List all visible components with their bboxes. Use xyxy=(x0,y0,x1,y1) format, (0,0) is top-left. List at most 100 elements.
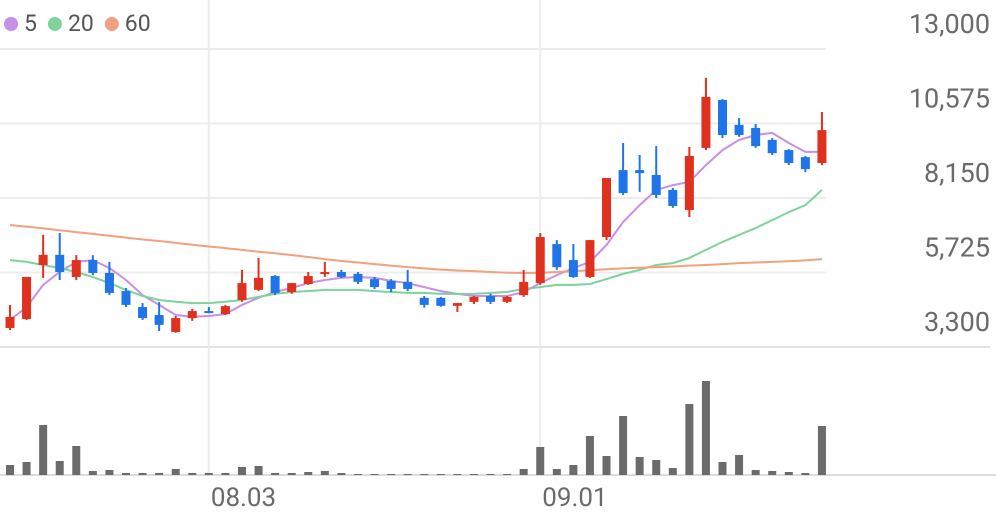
volume-bar xyxy=(387,474,396,475)
candle xyxy=(535,233,545,285)
volume-bar xyxy=(469,474,478,475)
candle xyxy=(718,99,728,139)
volume-bar xyxy=(138,473,147,475)
candle-body xyxy=(784,150,794,163)
volume-bar xyxy=(751,470,760,475)
volume-bar xyxy=(718,462,727,475)
volume-bar xyxy=(188,473,197,475)
y-tick-label: 3,300 xyxy=(924,306,990,338)
volume-bar xyxy=(768,471,777,475)
volume-bar xyxy=(519,469,528,475)
candle-body xyxy=(55,254,65,273)
candle-body xyxy=(353,273,363,282)
volume-bar xyxy=(536,447,545,475)
candle-body xyxy=(486,296,496,302)
candle-body xyxy=(104,272,114,293)
volume-bar xyxy=(22,462,31,475)
candle-body xyxy=(187,311,197,319)
candle-body xyxy=(270,276,280,293)
candle xyxy=(568,244,578,278)
candle-body xyxy=(22,276,32,320)
candle xyxy=(800,155,810,173)
candle-body xyxy=(287,283,297,293)
candle-body xyxy=(204,311,214,314)
candle xyxy=(419,296,429,308)
volume-bar xyxy=(552,469,561,475)
candle-body xyxy=(452,303,462,306)
candle-body xyxy=(618,170,628,194)
volume-bar xyxy=(735,455,744,475)
candle-body xyxy=(154,315,164,325)
candle-body xyxy=(320,272,330,275)
candle-body xyxy=(38,254,48,265)
candle xyxy=(370,276,380,289)
candle-body xyxy=(684,155,694,210)
candle-body xyxy=(751,127,761,147)
legend-label: 20 xyxy=(68,10,94,37)
candle xyxy=(635,154,645,192)
candle-body xyxy=(403,281,413,289)
candle-body xyxy=(734,124,744,136)
candle xyxy=(71,255,81,281)
volume-bar xyxy=(204,473,213,475)
candle xyxy=(386,279,396,293)
volume-bar xyxy=(353,474,362,475)
candle-body xyxy=(171,318,181,332)
candle xyxy=(651,146,661,198)
candle-body xyxy=(651,174,661,195)
volume-bar xyxy=(105,470,114,475)
candle xyxy=(287,283,297,294)
x-tick-label: 08.03 xyxy=(211,483,276,513)
candle xyxy=(701,77,711,151)
volume-bar xyxy=(55,461,64,475)
legend-marker xyxy=(104,17,119,31)
candle xyxy=(220,304,230,316)
volume-bar xyxy=(817,426,826,475)
volume-bar xyxy=(801,473,810,475)
legend-marker xyxy=(4,17,18,31)
candle-body xyxy=(585,240,595,277)
candle xyxy=(55,233,65,281)
candle xyxy=(585,240,595,278)
candle-body xyxy=(552,244,562,268)
candle-body xyxy=(668,190,678,206)
volume-bar xyxy=(287,473,296,475)
legend-marker xyxy=(47,17,62,31)
candle xyxy=(204,307,214,314)
y-tick-label: 8,150 xyxy=(924,157,990,189)
moving-average-line xyxy=(9,189,823,305)
candle-body xyxy=(602,178,612,238)
candle xyxy=(469,296,479,304)
candle-body xyxy=(436,297,446,306)
volume-bar xyxy=(420,474,429,475)
x-tick-label: 09.01 xyxy=(542,483,607,513)
candle xyxy=(154,302,164,332)
candle xyxy=(817,111,827,166)
candle xyxy=(121,288,131,308)
volume-bar xyxy=(784,472,793,475)
candle-body xyxy=(138,307,148,319)
volume-bar xyxy=(155,473,164,475)
candle-body xyxy=(88,260,98,273)
candle-body xyxy=(568,260,578,277)
candle xyxy=(38,234,48,278)
volume-bar xyxy=(569,465,578,475)
volume-bar xyxy=(320,471,329,475)
candle xyxy=(22,276,32,320)
candle xyxy=(403,269,413,292)
volume-bar xyxy=(668,468,677,475)
volume-bar xyxy=(254,466,263,475)
volume-bar xyxy=(602,456,611,475)
candle xyxy=(237,269,247,302)
volume-bar xyxy=(701,381,710,475)
candle-body xyxy=(121,291,131,305)
legend-label: 5 xyxy=(24,10,37,37)
candle xyxy=(138,303,148,320)
candle-body xyxy=(370,279,380,288)
candle-body xyxy=(5,316,15,328)
candle-body xyxy=(303,276,313,285)
y-tick-label: 13,000 xyxy=(909,8,990,40)
candle-body xyxy=(71,260,81,277)
volume-bar xyxy=(271,473,280,475)
